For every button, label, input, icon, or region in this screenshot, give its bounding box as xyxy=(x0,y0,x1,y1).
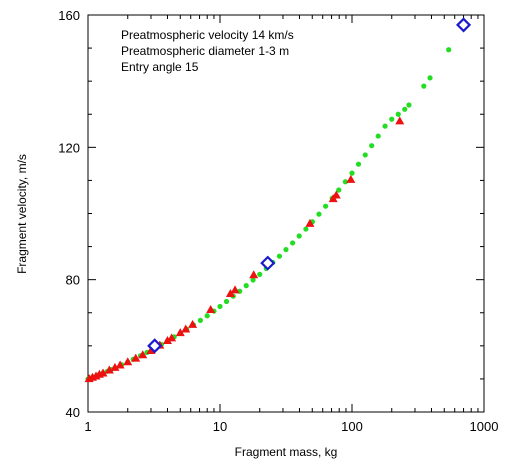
data-point-circle xyxy=(382,123,388,129)
data-point-triangle xyxy=(395,116,405,125)
data-point-circle xyxy=(217,303,223,310)
data-point-triangle xyxy=(331,190,341,199)
y-axis-title: Fragment velocity, m/s xyxy=(15,154,29,274)
x-axis-title: Fragment mass, kg xyxy=(235,445,338,459)
data-point-triangle xyxy=(115,360,125,369)
data-point-triangle xyxy=(230,285,240,294)
y-tick-label: 160 xyxy=(58,8,80,23)
data-point-circle xyxy=(402,106,408,112)
data-point-circle xyxy=(375,133,381,139)
x-tick-label: 1000 xyxy=(470,419,499,434)
data-point-circle xyxy=(369,143,375,149)
y-tick-label: 40 xyxy=(66,405,80,420)
data-point-circle xyxy=(427,75,433,81)
data-points xyxy=(84,17,472,383)
data-point-circle xyxy=(389,116,395,122)
data-point-triangle xyxy=(110,362,120,371)
data-point-circle xyxy=(349,170,355,176)
data-point-circle xyxy=(303,226,309,232)
y-tick-label: 120 xyxy=(58,140,80,155)
axis-ticks: 1 10 100 1000 40 80 120 160 xyxy=(58,8,498,434)
data-point-circle xyxy=(223,298,230,305)
data-point-triangle xyxy=(206,304,216,313)
x-tick-label: 100 xyxy=(341,419,363,434)
data-point-circle xyxy=(406,102,412,108)
data-point-triangle xyxy=(138,350,148,359)
data-point-circle xyxy=(342,179,348,185)
data-point-diamond xyxy=(260,255,276,271)
data-point-triangle xyxy=(131,353,141,362)
data-point-circle xyxy=(316,211,322,217)
data-point-circle xyxy=(395,111,401,117)
data-point-circle xyxy=(204,313,210,319)
data-point-circle xyxy=(257,271,263,277)
data-point-triangle xyxy=(123,357,133,366)
data-point-triangle xyxy=(181,324,191,333)
data-point-triangle xyxy=(305,218,315,227)
data-point-circle xyxy=(250,277,256,283)
data-point-circle xyxy=(290,240,296,246)
data-point-triangle xyxy=(146,345,156,354)
annotation-velocity: Preatmospheric velocity 14 km/s xyxy=(121,28,294,42)
data-point-diamond xyxy=(455,17,472,33)
data-point-circle xyxy=(283,246,289,253)
data-point-triangle xyxy=(175,328,185,337)
data-point-circle xyxy=(355,161,362,167)
x-tick-label: 10 xyxy=(213,419,227,434)
data-point-circle xyxy=(243,283,249,289)
data-point-circle xyxy=(276,253,283,259)
data-point-triangle xyxy=(167,333,177,342)
x-tick-label: 1 xyxy=(84,419,91,434)
annotation-diameter: Preatmospheric diameter 1-3 m xyxy=(121,44,289,58)
data-point-circle xyxy=(446,47,452,53)
data-point-triangle xyxy=(188,319,198,328)
annotation-entry-angle: Entry angle 15 xyxy=(121,60,199,74)
data-point-triangle xyxy=(249,270,259,279)
data-point-circle xyxy=(421,83,427,89)
data-point-triangle xyxy=(162,336,172,345)
data-point-triangle xyxy=(225,289,235,298)
y-tick-label: 80 xyxy=(66,273,80,288)
data-point-triangle xyxy=(104,365,114,374)
data-point-circle xyxy=(336,187,342,193)
data-point-circle xyxy=(197,317,203,323)
data-point-diamond xyxy=(147,338,163,354)
data-point-triangle xyxy=(98,368,108,377)
data-point-circle xyxy=(323,203,329,209)
data-point-triangle xyxy=(346,174,356,183)
data-point-circle xyxy=(296,233,302,239)
data-point-circle xyxy=(362,152,368,158)
